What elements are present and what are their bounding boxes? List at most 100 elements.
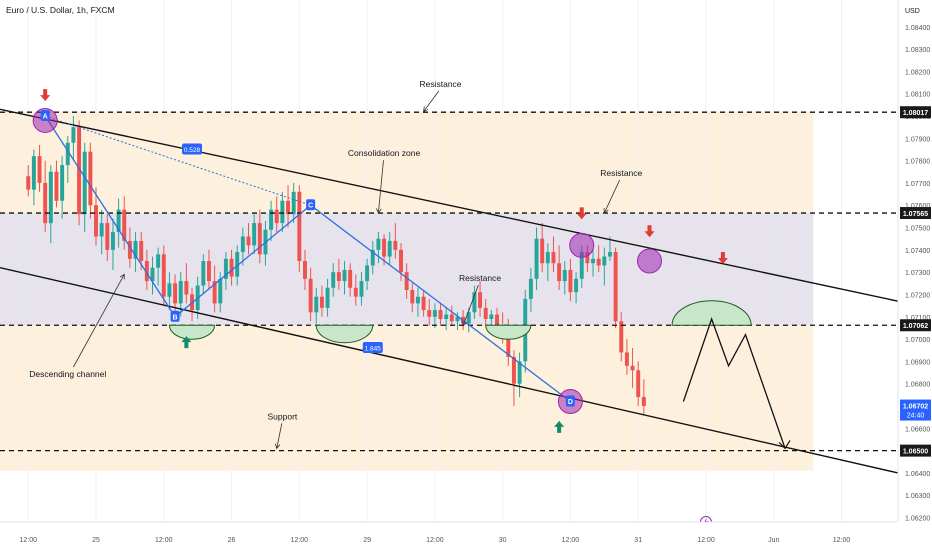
candle-body — [308, 278, 313, 313]
candle — [607, 236, 612, 261]
time-tick-label: 12:00 — [19, 537, 37, 544]
candle-body — [94, 205, 98, 237]
candle — [257, 209, 262, 264]
up-arrow-icon — [181, 336, 192, 349]
annotation-text: Resistance — [600, 168, 642, 178]
candle — [359, 272, 364, 306]
pattern-point-label: C — [308, 203, 313, 210]
price-tick-label: 1.06800 — [905, 382, 930, 389]
price-tick-label: 1.06900 — [905, 359, 930, 366]
candle-body — [511, 356, 516, 384]
down-arrow-icon — [576, 207, 587, 220]
time-tick-label: 12:00 — [291, 537, 309, 544]
candle — [77, 120, 82, 226]
candle-body — [624, 352, 629, 366]
price-level-tag-text: 1.07565 — [903, 211, 928, 218]
candle — [280, 191, 285, 232]
last-price-countdown: 24:40 — [907, 413, 925, 420]
candle — [641, 379, 646, 415]
candle-body — [574, 278, 579, 293]
annotation-text: Resistance — [419, 79, 461, 89]
cup-shape — [485, 324, 532, 340]
candle-body — [223, 258, 228, 279]
time-tick-label: 30 — [499, 537, 507, 544]
pattern-point-badge — [306, 199, 316, 211]
candle-body — [444, 314, 449, 319]
candle — [43, 160, 48, 232]
price-level-tag-text: 1.08017 — [903, 110, 928, 117]
annotation-pointer-head — [423, 106, 429, 113]
projection-arrowhead — [778, 440, 791, 450]
candle-body — [427, 310, 432, 317]
candle-body — [483, 307, 488, 319]
candle-body — [641, 397, 646, 406]
candle — [630, 348, 635, 389]
annotation-pointer — [378, 160, 384, 214]
candles — [26, 116, 646, 415]
candle-body — [201, 261, 206, 286]
candle — [591, 249, 595, 277]
candle — [229, 249, 234, 286]
candle-body — [178, 281, 183, 304]
candle-body — [116, 209, 121, 232]
candle — [297, 185, 302, 273]
price-level-tag — [900, 319, 931, 332]
candle — [455, 312, 460, 331]
candle-body — [404, 272, 409, 290]
price-level-tag — [900, 106, 931, 119]
candle-body — [48, 171, 53, 224]
candle-body — [122, 209, 127, 241]
ratio-badge — [182, 143, 203, 155]
candle — [252, 214, 257, 255]
ratio-label: 0.528 — [184, 147, 201, 154]
candle — [534, 227, 539, 290]
price-tick-label: 1.07000 — [905, 337, 930, 344]
candle-body — [314, 296, 319, 313]
candle — [240, 227, 245, 266]
candle — [206, 249, 211, 290]
candle-body — [596, 258, 601, 266]
pattern-point-badge — [40, 110, 50, 121]
time-tick-label: 12:00 — [833, 537, 851, 544]
candle-body — [432, 310, 437, 317]
candle — [319, 285, 324, 317]
cup-shape — [315, 324, 374, 344]
candle-body — [206, 261, 211, 282]
candle — [314, 287, 319, 324]
candle-body — [613, 252, 618, 322]
price-tick-label: 1.07600 — [905, 203, 930, 210]
candle — [410, 283, 415, 313]
price-tick-label: 1.08400 — [905, 25, 930, 32]
candle-body — [591, 258, 595, 264]
time-tick-label: 12:00 — [426, 537, 444, 544]
ratio-label: 1.845 — [365, 346, 382, 353]
channel-lower-line — [0, 267, 899, 474]
price-tick-label: 1.07900 — [905, 136, 930, 143]
candle-body — [105, 223, 110, 250]
candle-body — [43, 182, 48, 224]
candle-body — [331, 272, 336, 288]
candle-body — [139, 240, 144, 261]
candle-body — [455, 316, 460, 322]
candle — [444, 307, 449, 331]
up-arrow-icon — [554, 420, 565, 433]
pattern-point-label: D — [568, 399, 573, 406]
candle-body — [568, 269, 573, 293]
candle-body — [252, 223, 257, 246]
candle — [415, 287, 420, 317]
price-tick-label: 1.07100 — [905, 315, 930, 322]
inverted-cup-shape — [671, 300, 752, 326]
candle-body — [365, 265, 370, 282]
candle — [483, 298, 488, 326]
candle-body — [387, 240, 392, 257]
candle — [387, 232, 392, 266]
candle — [449, 305, 454, 326]
candle-body — [297, 191, 302, 261]
annotation-pointer-head — [462, 320, 468, 327]
price-tick-label: 1.07300 — [905, 270, 930, 277]
candle-body — [579, 252, 584, 279]
candle-body — [415, 296, 420, 304]
annotation-pointer — [603, 180, 620, 214]
candle-body — [585, 252, 590, 264]
